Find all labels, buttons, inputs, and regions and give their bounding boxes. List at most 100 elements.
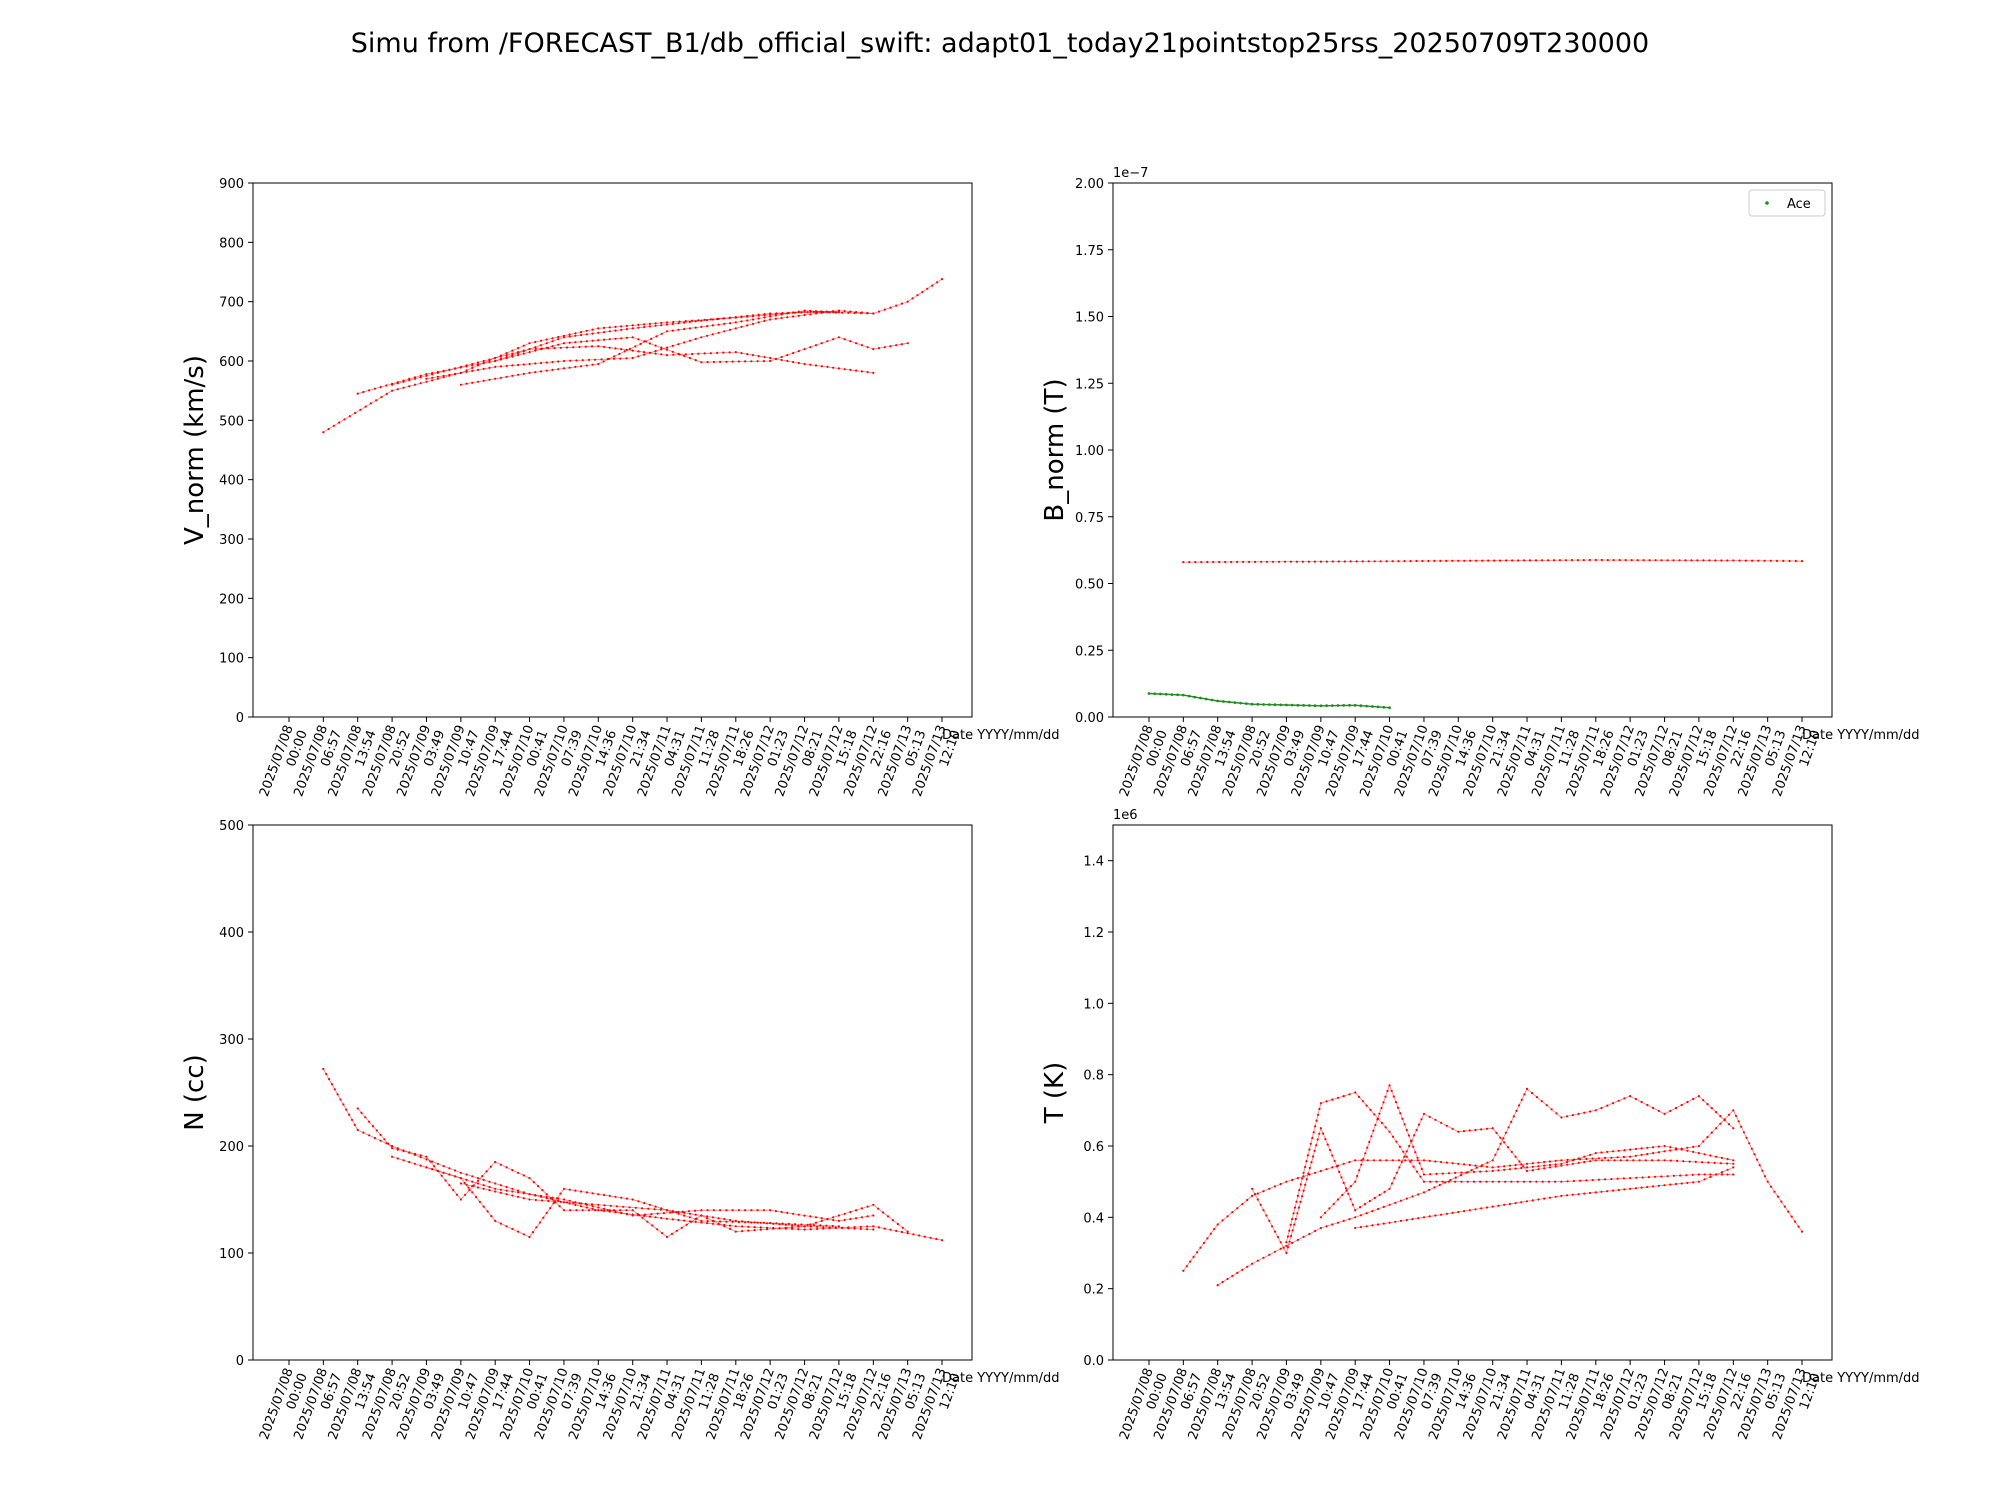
data-point	[1617, 1149, 1620, 1152]
series-line	[1251, 1113, 1734, 1255]
data-point	[1371, 705, 1374, 708]
data-point	[1589, 1110, 1592, 1113]
data-point	[1629, 1148, 1632, 1151]
data-point	[551, 337, 554, 340]
data-point	[440, 1174, 443, 1177]
data-point	[1636, 559, 1639, 562]
data-point	[1371, 1210, 1374, 1213]
data-point	[774, 314, 778, 317]
data-point	[614, 347, 617, 350]
data-point	[1510, 1120, 1513, 1123]
data-point	[574, 334, 577, 337]
data-point	[1189, 1260, 1192, 1263]
data-point	[1745, 1136, 1748, 1139]
data-point	[744, 1209, 747, 1212]
data-point	[545, 1211, 548, 1214]
data-point	[574, 332, 577, 335]
data-point	[522, 1192, 525, 1195]
data-point	[402, 1159, 405, 1162]
data-point	[1663, 1144, 1666, 1148]
data-point	[1690, 559, 1693, 562]
data-point	[431, 1160, 434, 1163]
data-point	[759, 1221, 762, 1224]
y-tick-label: 300	[219, 1033, 244, 1048]
data-point	[661, 1232, 664, 1235]
data-point	[442, 1171, 445, 1174]
data-point	[360, 1111, 363, 1114]
data-point	[694, 1220, 697, 1223]
legend-marker	[1765, 201, 1769, 205]
data-point	[1230, 560, 1233, 564]
data-point	[866, 371, 869, 374]
data-point	[482, 379, 485, 382]
data-point	[774, 317, 778, 320]
data-point	[1308, 1166, 1311, 1169]
data-point	[849, 1210, 852, 1214]
data-point	[1371, 1224, 1374, 1227]
data-point	[683, 354, 686, 358]
data-point	[436, 371, 439, 374]
data-point	[1657, 1109, 1660, 1112]
data-point	[482, 1205, 485, 1208]
y-tick-label: 500	[219, 414, 244, 429]
data-point	[1397, 560, 1400, 563]
data-point	[1403, 560, 1406, 563]
data-point	[369, 402, 372, 405]
data-point	[809, 1225, 812, 1228]
data-point	[482, 1178, 485, 1181]
data-point	[694, 1218, 697, 1221]
data-point	[1737, 1120, 1740, 1123]
data-point	[594, 358, 597, 361]
data-point	[654, 324, 657, 327]
data-point	[505, 1189, 508, 1192]
data-point	[1262, 703, 1265, 706]
data-point	[1236, 560, 1239, 564]
data-point	[889, 306, 892, 309]
data-point	[1570, 559, 1573, 562]
data-point	[1732, 1127, 1735, 1130]
data-point	[1279, 1247, 1282, 1250]
data-point	[565, 346, 569, 349]
data-point	[1296, 1194, 1299, 1197]
data-point	[855, 369, 858, 372]
axis-offset-text: 1e6	[1113, 808, 1138, 823]
data-point	[723, 1225, 726, 1228]
data-point	[1265, 1214, 1268, 1217]
data-point	[1233, 701, 1237, 704]
data-point	[562, 1198, 566, 1201]
data-point	[359, 408, 362, 411]
data-point	[1601, 1159, 1604, 1162]
data-point	[841, 1226, 844, 1230]
data-point	[643, 326, 646, 329]
data-point	[1328, 1207, 1331, 1210]
data-point	[476, 363, 480, 366]
data-point	[631, 336, 634, 339]
data-point	[1554, 1195, 1557, 1198]
data-point	[1319, 1216, 1322, 1219]
data-point	[1441, 1172, 1444, 1175]
data-point	[1548, 1160, 1551, 1163]
data-point	[1535, 1096, 1538, 1099]
data-point	[778, 1227, 781, 1230]
y-tick-label: 0.75	[1075, 511, 1104, 526]
data-point	[333, 1088, 336, 1091]
data-point	[634, 345, 637, 348]
data-point	[551, 345, 554, 348]
y-tick-label: 900	[219, 177, 244, 192]
data-point	[522, 363, 525, 366]
data-point	[591, 1207, 594, 1210]
data-point	[1577, 1112, 1580, 1115]
data-point	[448, 368, 451, 371]
data-point	[1330, 704, 1334, 707]
data-point	[677, 343, 680, 346]
data-point	[575, 359, 578, 362]
x-axis-label: Date YYYY/mm/dd	[942, 728, 1060, 743]
data-point	[499, 357, 502, 361]
data-point	[1236, 1271, 1239, 1274]
data-point	[734, 1219, 737, 1222]
data-point	[1319, 1102, 1322, 1105]
data-point	[1554, 1180, 1557, 1183]
data-point	[814, 1216, 818, 1219]
data-point	[581, 1209, 584, 1212]
data-point	[1273, 1185, 1277, 1188]
